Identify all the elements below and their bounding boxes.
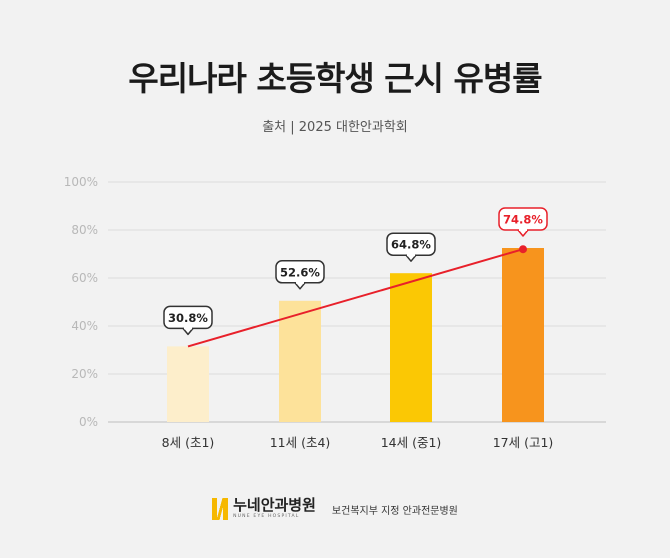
data-label: 30.8%	[168, 311, 208, 325]
x-tick-label: 14세 (중1)	[381, 435, 442, 450]
x-tick-label: 8세 (초1)	[162, 435, 215, 450]
y-tick-label: 100%	[64, 175, 98, 189]
logo-name: 누네안과병원	[233, 496, 316, 515]
bar	[167, 346, 209, 422]
hospital-logo: 누네안과병원 NUNE EYE HOSPITAL	[212, 498, 316, 520]
trend-line	[187, 248, 524, 348]
bar	[390, 273, 432, 422]
footer: 누네안과병원 NUNE EYE HOSPITAL 보건복지부 지정 안과전문병원	[0, 494, 670, 524]
data-label: 64.8%	[391, 238, 431, 252]
data-label-pointer	[405, 254, 417, 262]
hospital-tagline: 보건복지부 지정 안과전문병원	[331, 505, 458, 517]
y-tick-label: 20%	[71, 367, 98, 381]
bar	[502, 248, 544, 422]
x-tick-label: 11세 (초4)	[270, 435, 331, 450]
logo-english: NUNE EYE HOSPITAL	[233, 514, 300, 520]
data-label-pointer	[182, 327, 194, 336]
data-label: 52.6%	[280, 265, 320, 279]
y-tick-label: 40%	[71, 319, 98, 333]
chart-subtitle: 출처 | 2025 대한안과학회	[262, 120, 408, 135]
trend-end-point	[519, 245, 527, 254]
x-tick-label: 17세 (고1)	[493, 435, 554, 450]
data-label: 74.8%	[503, 213, 543, 227]
y-tick-label: 60%	[71, 271, 98, 285]
y-tick-label: 80%	[71, 223, 98, 237]
logo-n-icon	[212, 498, 229, 520]
data-label-pointer	[517, 229, 529, 237]
data-label-pointer	[294, 282, 306, 290]
bar	[279, 300, 321, 422]
y-tick-label: 0%	[79, 415, 98, 429]
chart-title: 우리나라 초등학생 근시 유병률	[128, 59, 542, 98]
